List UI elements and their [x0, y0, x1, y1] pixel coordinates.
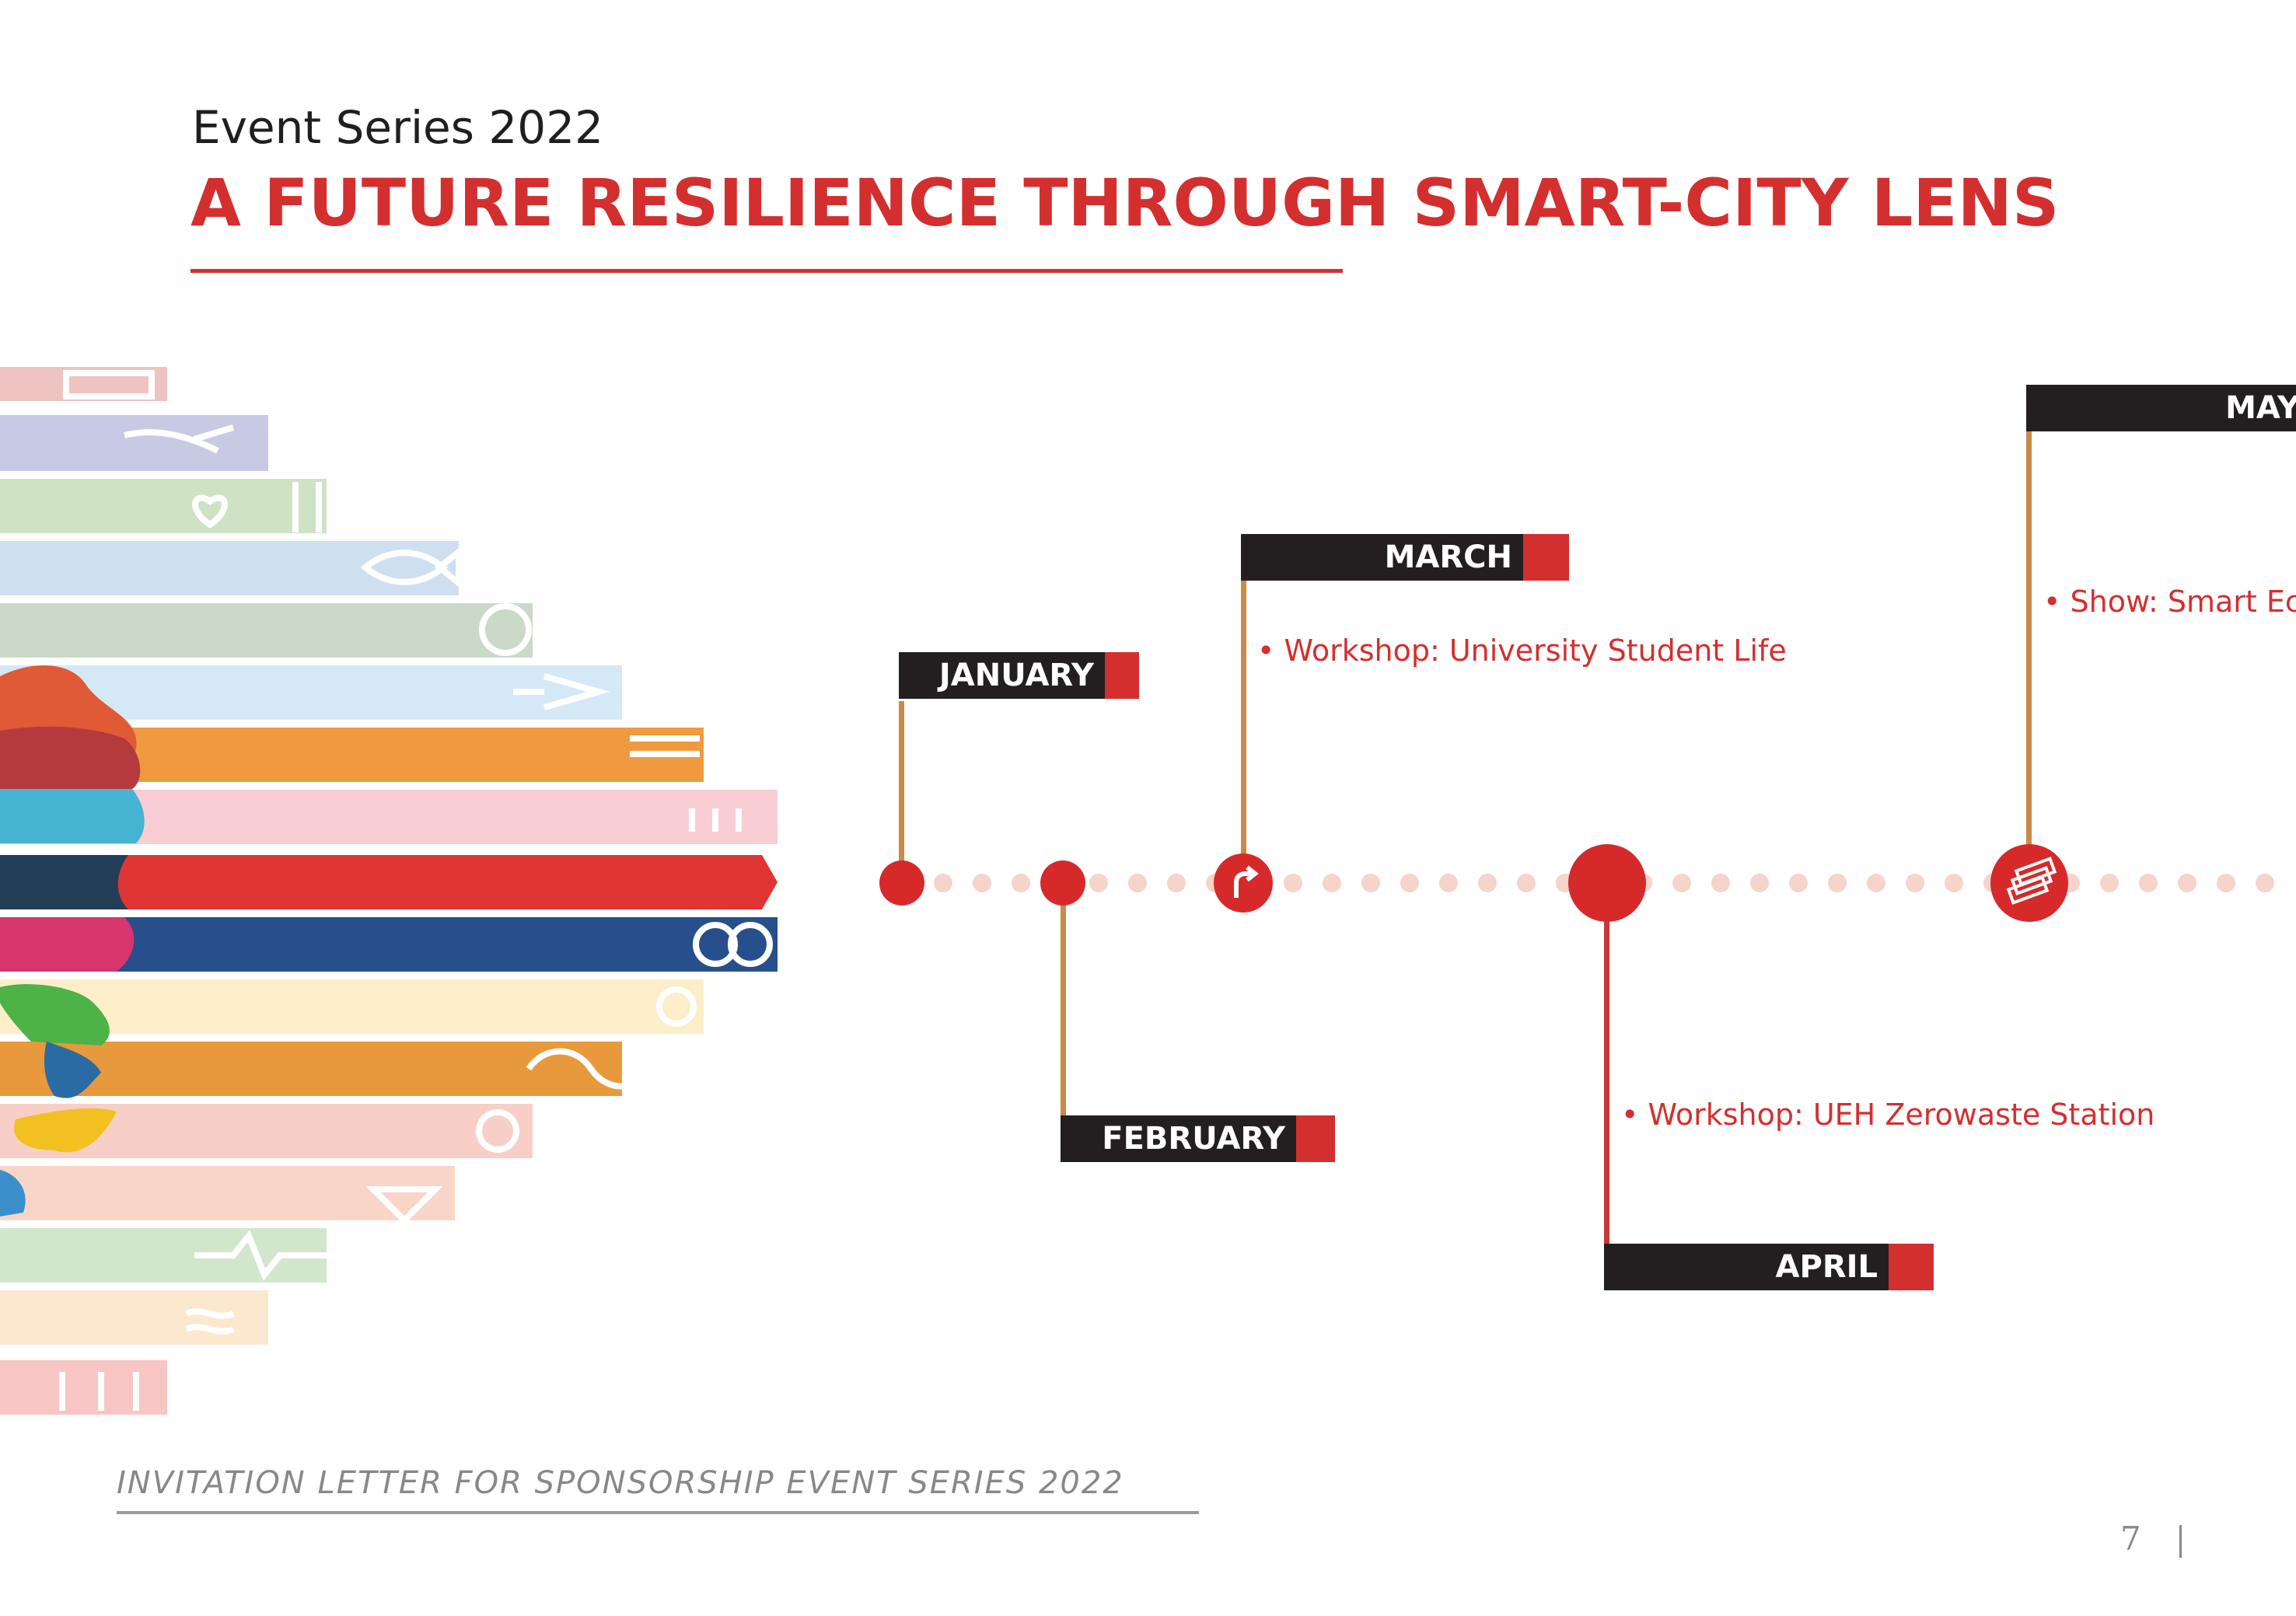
timeline-dot: [1012, 874, 1030, 892]
equality-icon: [689, 808, 742, 832]
timeline-dot: [1867, 874, 1885, 892]
sdg-stripe: [0, 603, 533, 658]
timeline-dot: [973, 874, 991, 892]
page-number-separator: [2179, 1525, 2182, 1558]
goal-icon: [63, 370, 155, 400]
water-icon: [513, 673, 610, 710]
sun-icon: [656, 986, 697, 1027]
timeline-dot: [2100, 874, 2119, 892]
timeline-dot: [1323, 874, 1341, 892]
sdg-stripe: [0, 1360, 167, 1415]
april-event-item: • Workshop: UEH Zerowaste Station: [1621, 1098, 2155, 1132]
may-flag: MAY: [2026, 385, 2296, 431]
march-label: MARCH: [1241, 534, 1523, 581]
waves-icon: [185, 1308, 235, 1335]
timeline-dot: [2217, 874, 2235, 892]
event-subtitle: Event Series 2022: [192, 101, 603, 154]
timeline-dot: [1478, 874, 1497, 892]
gender-icon: [476, 1109, 519, 1153]
january-pole: [899, 701, 904, 881]
sdg-stripe: [0, 1166, 455, 1220]
footer-text: INVITATION LETTER FOR SPONSORSHIP EVENT …: [117, 1465, 1124, 1501]
timeline-dot: [1828, 874, 1847, 892]
timeline-dot: [1711, 874, 1730, 892]
page-title: A FUTURE RESILIENCE THROUGH SMART-CITY L…: [190, 165, 2060, 241]
sdg-stripe: [0, 479, 327, 533]
sdg-stripe: [0, 1042, 622, 1096]
grid-icon: [630, 735, 700, 757]
sdg-goal-icons: [59, 370, 833, 1411]
arrow-icon: [785, 864, 833, 900]
family-icon: [59, 1372, 139, 1411]
sdg-stripe: [0, 415, 268, 471]
timeline-dot: [2139, 874, 2158, 892]
sdg-stripe: [0, 979, 704, 1034]
march-pole: [1241, 579, 1246, 874]
title-underline: [190, 269, 1343, 273]
may-label: MAY: [2026, 385, 2296, 431]
page-number: 7: [2120, 1520, 2141, 1558]
timeline-milestones: [879, 844, 2068, 922]
timeline-dot: [1906, 874, 1924, 892]
april-pole: [1604, 883, 1609, 1247]
february-pole: [1061, 883, 1066, 1116]
april-milestone: [1568, 844, 1646, 922]
timeline-dot: [1400, 874, 1419, 892]
april-flag: APRIL: [1604, 1244, 1934, 1290]
flag-tab: [1296, 1115, 1335, 1162]
timeline-dot: [1517, 874, 1536, 892]
timeline-dot: [2178, 874, 2196, 892]
february-flag: FEBRUARY: [1061, 1115, 1335, 1162]
flag-tab: [1105, 652, 1139, 699]
timeline-dot: [1089, 874, 1108, 892]
timeline-dot: [1789, 874, 1808, 892]
timeline-dot: [1945, 874, 1963, 892]
sdg-people-blob: [0, 665, 145, 1216]
timeline-dot: [1284, 874, 1302, 892]
health-icon: [194, 1230, 327, 1281]
timeline-dot: [2256, 874, 2274, 892]
march-milestone: [1214, 853, 1273, 913]
money-stack-icon: [2006, 857, 2057, 905]
flag-tab: [1889, 1244, 1934, 1290]
arrow-turn-icon: [1234, 865, 1259, 898]
sdg-stripes-graphic: [0, 367, 833, 1415]
april-label: APRIL: [1604, 1244, 1889, 1290]
flower-icon: [693, 922, 738, 967]
fish-icon: [360, 545, 462, 590]
sdg-stripe: [0, 541, 459, 595]
sdg-stripe: [0, 855, 778, 909]
sdg-stripe: [0, 1228, 327, 1283]
timeline-dot: [1128, 874, 1147, 892]
timeline-dot: [1361, 874, 1380, 892]
may-event-item: • Show: Smart Ec: [2043, 585, 2296, 619]
march-event-item: • Workshop: University Student Life: [1257, 633, 1787, 668]
triangle-icon: [365, 1186, 443, 1225]
timeline-dot: [1750, 874, 1769, 892]
march-flag: MARCH: [1241, 534, 1569, 581]
february-label: FEBRUARY: [1061, 1115, 1296, 1162]
infinity-icon: [526, 1048, 648, 1090]
flag-tab: [1523, 534, 1569, 581]
sdg-stripes: [0, 367, 778, 1415]
heart-icon: [192, 482, 322, 532]
timeline-dot: [934, 874, 952, 892]
footer-underline: [117, 1511, 1199, 1514]
may-pole: [2026, 430, 2032, 865]
february-milestone: [1040, 860, 1085, 906]
dove-icon: [124, 424, 235, 454]
timeline-dot: [1439, 874, 1458, 892]
globe-icon: [479, 603, 532, 656]
timeline-dot: [1672, 874, 1691, 892]
january-milestone: [879, 860, 924, 906]
timeline-dot: [1167, 874, 1186, 892]
january-flag: JANUARY: [899, 652, 1139, 699]
january-label: JANUARY: [899, 652, 1105, 699]
